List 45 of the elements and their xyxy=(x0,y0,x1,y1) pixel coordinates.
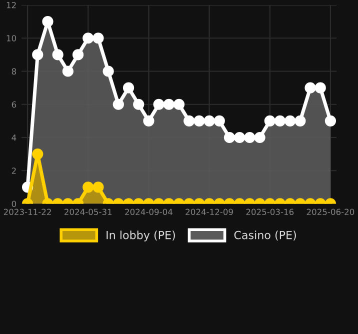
point xyxy=(102,66,114,77)
y-tick-label: 0 xyxy=(12,200,16,208)
point xyxy=(163,98,174,110)
point xyxy=(62,66,74,77)
point xyxy=(224,132,236,144)
point xyxy=(254,132,266,144)
point xyxy=(264,115,276,126)
point xyxy=(122,82,134,94)
y-tick-label: 4 xyxy=(12,134,16,141)
point xyxy=(294,115,306,126)
point xyxy=(133,98,144,110)
point xyxy=(52,49,64,60)
point xyxy=(274,115,286,126)
point xyxy=(92,32,104,44)
legend-label: In lobby (PE) xyxy=(106,230,175,242)
point xyxy=(143,115,154,126)
point xyxy=(204,115,215,126)
point xyxy=(304,82,316,94)
x-tick-label: 2025-03-16 xyxy=(246,208,294,216)
point xyxy=(244,132,256,144)
point xyxy=(82,32,94,44)
legend-label: Casino (PE) xyxy=(234,230,296,241)
y-tick-label: 12 xyxy=(6,2,16,8)
x-tick-label: 2024-12-09 xyxy=(186,208,233,216)
x-tick-label: 2025-06-20 xyxy=(306,208,354,216)
point xyxy=(314,82,326,94)
point xyxy=(284,115,296,126)
point xyxy=(194,115,205,126)
x-tick-label: 2024-05-31 xyxy=(64,208,112,216)
point xyxy=(214,115,225,126)
point xyxy=(42,16,54,28)
y-tick-label: 2 xyxy=(12,168,16,174)
point xyxy=(72,49,84,60)
point xyxy=(234,132,246,144)
point xyxy=(184,115,195,126)
x-tick-label: 2024-09-04 xyxy=(125,208,172,216)
y-tick-label: 8 xyxy=(12,68,16,75)
x-tick-label: 2023-11-22 xyxy=(4,208,51,216)
y-tick-label: 6 xyxy=(12,101,16,108)
point xyxy=(32,49,44,60)
point xyxy=(324,115,336,126)
point xyxy=(112,98,124,110)
y-tick-label: 10 xyxy=(6,35,16,42)
point xyxy=(153,98,164,110)
point xyxy=(173,98,185,110)
